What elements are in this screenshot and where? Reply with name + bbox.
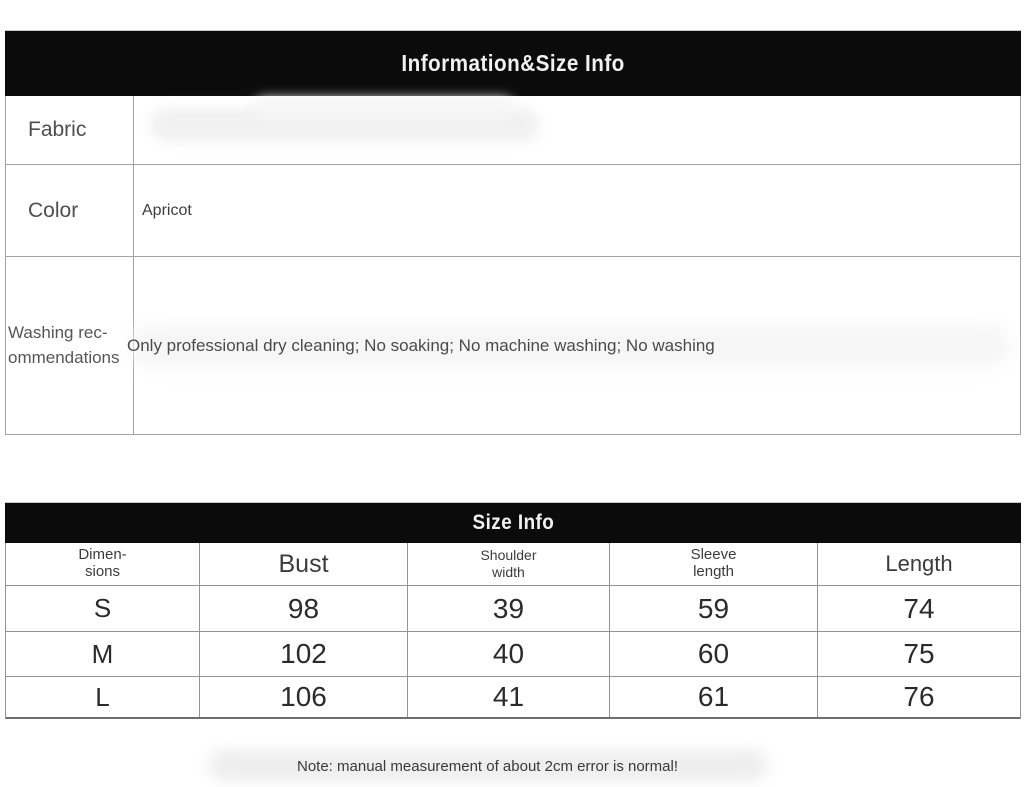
washing-label-line2: ommendations bbox=[8, 347, 120, 367]
washing-label: Washing rec- ommendations bbox=[8, 321, 120, 370]
note-smudge bbox=[207, 749, 768, 782]
information-table-body: Fabric Color Apricot Washing rec- bbox=[5, 96, 1021, 435]
washing-label-cell: Washing rec- ommendations bbox=[6, 257, 134, 434]
fabric-value-cell bbox=[134, 96, 1020, 164]
dimensions-header-text: Dimen- sions bbox=[78, 546, 127, 581]
shoulder-line1: Shoulder bbox=[480, 547, 537, 564]
fabric-label: Fabric bbox=[28, 118, 87, 141]
color-label: Color bbox=[28, 198, 79, 222]
size-table: Size Info Dimen- sions Bust Shoulder wid… bbox=[5, 503, 1021, 719]
sleeve-line1: Sleeve bbox=[690, 546, 737, 564]
washing-row: Washing rec- ommendations Only professio… bbox=[6, 257, 1020, 435]
bust-header-text: Bust bbox=[278, 549, 329, 578]
fabric-row: Fabric bbox=[6, 96, 1020, 165]
size-l-sleeve: 61 bbox=[610, 677, 818, 717]
size-m-shoulder: 40 bbox=[408, 632, 610, 676]
sleeve-line2: length bbox=[693, 563, 734, 580]
column-header-sleeve-length: Sleeve length bbox=[610, 543, 818, 585]
size-s-sleeve: 59 bbox=[610, 586, 818, 631]
color-value-cell: Apricot bbox=[134, 165, 1020, 256]
dimensions-line2: sions bbox=[84, 563, 121, 580]
color-value: Apricot bbox=[142, 201, 192, 219]
dimensions-line1: Dimen- bbox=[78, 546, 127, 564]
size-m-length: 75 bbox=[903, 638, 935, 669]
size-row-l: L 106 41 61 76 bbox=[6, 677, 1020, 719]
size-l-length: 76 bbox=[903, 681, 935, 712]
measurement-note: Note: manual measurement of about 2cm er… bbox=[0, 749, 975, 782]
length-header-text: Length bbox=[885, 551, 953, 576]
washing-smudge bbox=[130, 325, 1010, 367]
size-header-bar: Size Info bbox=[5, 503, 1021, 543]
size-l-bust: 106 bbox=[200, 677, 408, 717]
column-header-dimensions: Dimen- sions bbox=[6, 543, 200, 585]
color-row: Color Apricot bbox=[6, 165, 1020, 257]
washing-label-line1: Washing rec- bbox=[8, 322, 108, 342]
information-header-bar: Information&Size Info bbox=[5, 31, 1021, 96]
column-header-length: Length bbox=[818, 543, 1020, 585]
size-l-shoulder: 41 bbox=[408, 677, 610, 717]
information-table: Information&Size Info Fabric Color Apric… bbox=[5, 31, 1021, 435]
column-header-shoulder-width: Shoulder width bbox=[408, 543, 610, 585]
washing-value: Only professional dry cleaning; No soaki… bbox=[127, 335, 715, 355]
sleeve-header-text: Sleeve length bbox=[690, 546, 737, 581]
size-row-s: S 98 39 59 74 bbox=[6, 586, 1020, 632]
size-table-body: Dimen- sions Bust Shoulder width Sleeve bbox=[5, 543, 1021, 719]
shoulder-line2: width bbox=[492, 564, 525, 580]
size-m-label: M bbox=[6, 632, 200, 676]
note-text: Note: manual measurement of about 2cm er… bbox=[297, 758, 678, 775]
size-l-label: L bbox=[6, 677, 200, 717]
size-title: Size Info bbox=[472, 511, 554, 534]
color-label-cell: Color bbox=[6, 165, 134, 256]
size-m-sleeve: 60 bbox=[610, 632, 818, 676]
blurred-fabric-value-smudge-2 bbox=[254, 98, 514, 120]
washing-value-cell: Only professional dry cleaning; No soaki… bbox=[127, 257, 1020, 434]
size-m-bust: 102 bbox=[200, 632, 408, 676]
size-s-length: 74 bbox=[903, 592, 935, 624]
size-row-m: M 102 40 60 75 bbox=[6, 632, 1020, 677]
information-title: Information&Size Info bbox=[401, 50, 625, 76]
size-s-shoulder: 39 bbox=[408, 586, 610, 631]
size-s-bust: 98 bbox=[200, 586, 408, 631]
fabric-label-cell: Fabric bbox=[6, 96, 134, 164]
column-header-bust: Bust bbox=[200, 543, 408, 585]
size-s-label: S bbox=[6, 586, 200, 631]
shoulder-header-text: Shoulder width bbox=[480, 547, 536, 580]
size-header-row: Dimen- sions Bust Shoulder width Sleeve bbox=[6, 543, 1020, 586]
